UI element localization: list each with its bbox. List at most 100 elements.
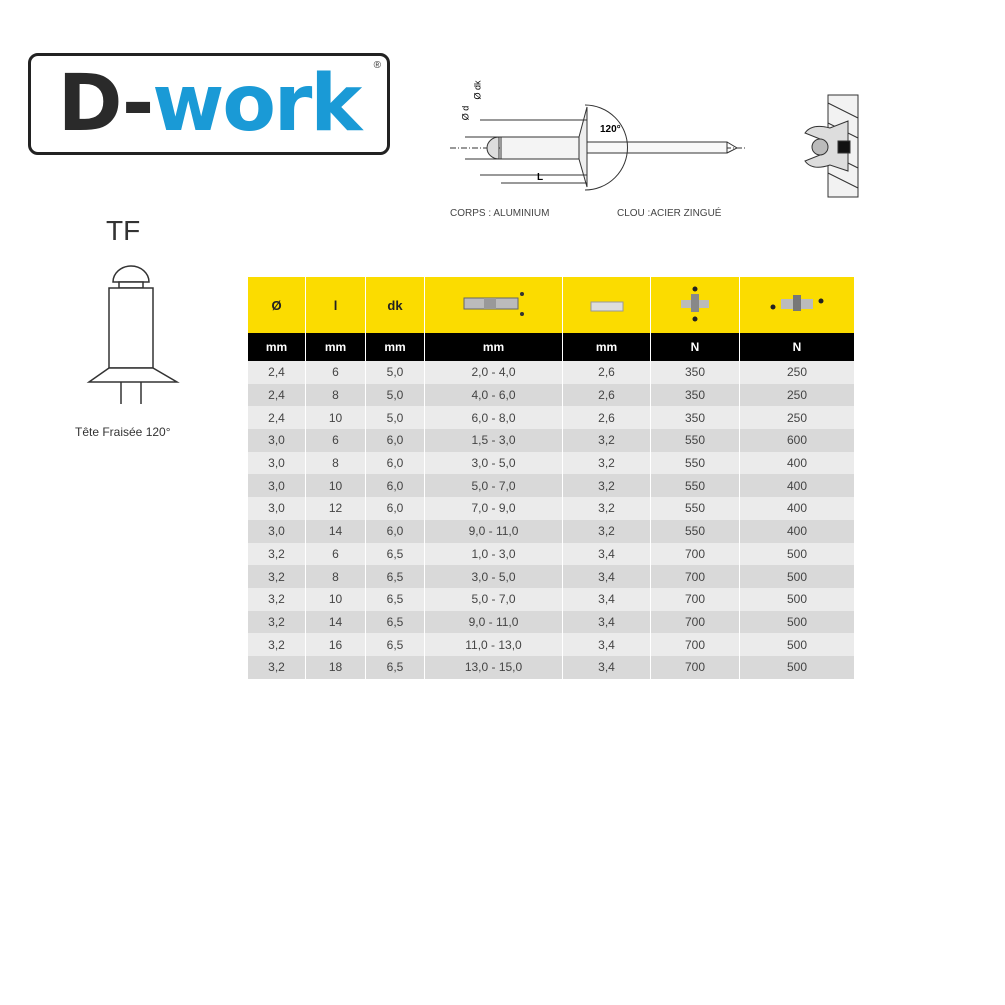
table-cell: 350 — [650, 406, 740, 430]
table-cell: 500 — [739, 655, 855, 679]
installed-rivet-diagram — [804, 94, 859, 198]
table-cell: 13,0 - 15,0 — [424, 655, 563, 679]
table-cell: 2,6 — [562, 383, 651, 407]
table-row: 3,0 14 6,0 9,0 - 11,0 3,2 550 400 — [248, 519, 855, 543]
table-cell: 3,4 — [562, 587, 651, 611]
unit-cell: mm — [562, 333, 651, 361]
table-cell: 6,5 — [365, 587, 425, 611]
table-cell: 3,0 - 5,0 — [424, 451, 563, 475]
table-cell: 6,0 — [365, 451, 425, 475]
table-cell: 3,0 — [248, 429, 306, 452]
unit-cell: mm — [305, 333, 366, 361]
table-cell: 1,5 - 3,0 — [424, 429, 563, 452]
table-row: 3,2 18 6,5 13,0 - 15,0 3,4 700 500 — [248, 655, 855, 679]
table-cell: 6,5 — [365, 542, 425, 566]
header-length: l — [305, 277, 366, 333]
grip-range-icon — [424, 277, 563, 333]
label-angle: 120° — [600, 124, 621, 135]
table-cell: 6,5 — [365, 610, 425, 634]
table-cell: 3,0 - 5,0 — [424, 565, 563, 588]
table-cell: 3,4 — [562, 655, 651, 679]
table-cell: 350 — [650, 361, 740, 384]
table-cell: 10 — [305, 474, 366, 498]
table-cell: 14 — [305, 610, 366, 634]
rivet-spec-table: Ø l dk mm mm mm mm mm N N 2,4 6 5,0 2,0 - 4… — [248, 277, 855, 679]
table-cell: 3,0 — [248, 451, 306, 475]
table-cell: 250 — [739, 383, 855, 407]
table-cell: 2,6 — [562, 361, 651, 384]
table-cell: 6,5 — [365, 655, 425, 679]
table-cell: 3,0 — [248, 497, 306, 520]
drill-bit-icon — [562, 277, 651, 333]
table-cell: 700 — [650, 587, 740, 611]
table-cell: 3,4 — [562, 542, 651, 566]
nail-material-caption: CLOU :ACIER ZINGUÉ — [617, 208, 722, 219]
unit-cell: mm — [424, 333, 563, 361]
table-cell: 5,0 - 7,0 — [424, 587, 563, 611]
table-cell: 1,0 - 3,0 — [424, 542, 563, 566]
tensile-strength-icon — [739, 277, 855, 333]
rivet-type-caption: Tête Fraisée 120° — [75, 425, 171, 439]
table-row: 3,2 14 6,5 9,0 - 11,0 3,4 700 500 — [248, 610, 855, 634]
table-row: 3,2 10 6,5 5,0 - 7,0 3,4 700 500 — [248, 587, 855, 611]
table-cell: 3,0 — [248, 474, 306, 498]
table-row: 3,2 16 6,5 11,0 - 13,0 3,4 700 500 — [248, 633, 855, 656]
table-cell: 250 — [739, 406, 855, 430]
table-cell: 5,0 — [365, 406, 425, 430]
table-cell: 6,0 — [365, 474, 425, 498]
table-cell: 500 — [739, 542, 855, 566]
logo-text-work: work — [152, 59, 362, 149]
unit-cell: N — [650, 333, 740, 361]
table-row: 3,0 10 6,0 5,0 - 7,0 3,2 550 400 — [248, 474, 855, 498]
table-cell: 2,4 — [248, 383, 306, 407]
table-cell: 3,0 — [248, 519, 306, 543]
body-material-caption: CORPS : ALUMINIUM — [450, 208, 550, 219]
table-cell: 700 — [650, 655, 740, 679]
header-head-diameter: dk — [365, 277, 425, 333]
unit-cell: N — [739, 333, 855, 361]
table-cell: 3,4 — [562, 610, 651, 634]
table-cell: 400 — [739, 497, 855, 520]
table-cell: 700 — [650, 565, 740, 588]
table-cell: 5,0 — [365, 361, 425, 384]
table-cell: 8 — [305, 565, 366, 588]
table-cell: 550 — [650, 474, 740, 498]
table-cell: 700 — [650, 610, 740, 634]
table-cell: 3,2 — [248, 633, 306, 656]
d-work-logo: D-work ® — [28, 53, 390, 155]
table-cell: 600 — [739, 429, 855, 452]
label-length: L — [537, 172, 544, 183]
table-cell: 400 — [739, 519, 855, 543]
table-cell: 250 — [739, 361, 855, 384]
table-cell: 10 — [305, 406, 366, 430]
table-cell: 6,0 — [365, 429, 425, 452]
logo-text-d: D- — [57, 59, 155, 149]
table-row: 3,2 8 6,5 3,0 - 5,0 3,4 700 500 — [248, 565, 855, 588]
table-cell: 500 — [739, 565, 855, 588]
table-cell: 6,5 — [365, 633, 425, 656]
table-cell: 3,2 — [248, 587, 306, 611]
table-cell: 2,0 - 4,0 — [424, 361, 563, 384]
table-cell: 5,0 — [365, 383, 425, 407]
table-cell: 3,2 — [562, 429, 651, 452]
table-cell: 14 — [305, 519, 366, 543]
table-cell: 6,0 - 8,0 — [424, 406, 563, 430]
table-cell: 11,0 - 13,0 — [424, 633, 563, 656]
table-cell: 700 — [650, 542, 740, 566]
table-cell: 9,0 - 11,0 — [424, 610, 563, 634]
table-cell: 500 — [739, 587, 855, 611]
table-cell: 3,4 — [562, 565, 651, 588]
table-row: 3,0 6 6,0 1,5 - 3,0 3,2 550 600 — [248, 429, 855, 452]
table-cell: 6 — [305, 429, 366, 452]
table-cell: 6 — [305, 361, 366, 384]
table-cell: 400 — [739, 451, 855, 475]
countersunk-rivet-icon — [86, 265, 180, 404]
table-cell: 3,2 — [562, 497, 651, 520]
unit-cell: mm — [365, 333, 425, 361]
table-cell: 3,2 — [248, 655, 306, 679]
table-cell: 3,2 — [562, 474, 651, 498]
table-cell: 3,2 — [248, 610, 306, 634]
table-cell: 2,6 — [562, 406, 651, 430]
table-cell: 3,2 — [562, 519, 651, 543]
